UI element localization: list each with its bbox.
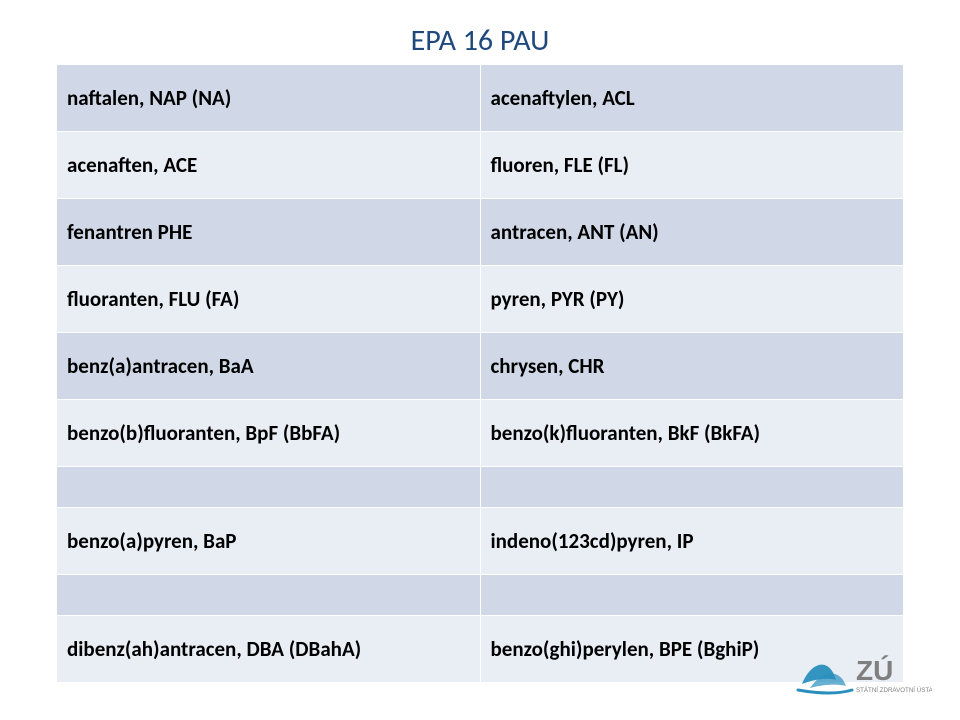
cell-left: benzo(b)fluoranten, BpF (BbFA) [57, 400, 481, 467]
slide-title: EPA 16 PAU [0, 22, 960, 59]
logo-subtitle-text: STÁTNÍ ZDRAVOTNÍ ÚSTAV [856, 687, 932, 694]
cell-empty [57, 467, 481, 508]
cell-right: indeno(123cd)pyren, IP [480, 508, 904, 575]
cell-right: fluoren, FLE (FL) [480, 132, 904, 199]
logo-icon: ZÚ STÁTNÍ ZDRAVOTNÍ ÚSTAV [792, 640, 932, 706]
cell-right: benzo(k)fluoranten, BkF (BkFA) [480, 400, 904, 467]
table-row: benzo(b)fluoranten, BpF (BbFA) benzo(k)f… [57, 400, 904, 467]
cell-right: chrysen, CHR [480, 333, 904, 400]
cell-right: acenaftylen, ACL [480, 65, 904, 132]
table-row: fluoranten, FLU (FA) pyren, PYR (PY) [57, 266, 904, 333]
cell-left: fenantren PHE [57, 199, 481, 266]
table-row: benz(a)antracen, BaA chrysen, CHR [57, 333, 904, 400]
table-row-spacer [57, 575, 904, 616]
pau-table: naftalen, NAP (NA) acenaftylen, ACL acen… [56, 64, 904, 683]
cell-left: acenaften, ACE [57, 132, 481, 199]
logo: ZÚ STÁTNÍ ZDRAVOTNÍ ÚSTAV [792, 640, 932, 706]
cell-left: fluoranten, FLU (FA) [57, 266, 481, 333]
cell-left: naftalen, NAP (NA) [57, 65, 481, 132]
table-row: dibenz(ah)antracen, DBA (DBahA) benzo(gh… [57, 616, 904, 683]
table-row-spacer [57, 467, 904, 508]
table-row: benzo(a)pyren, BaP indeno(123cd)pyren, I… [57, 508, 904, 575]
cell-empty [57, 575, 481, 616]
cell-empty [480, 575, 904, 616]
cell-empty [480, 467, 904, 508]
logo-brand-text: ZÚ [856, 655, 893, 686]
cell-left: benzo(a)pyren, BaP [57, 508, 481, 575]
cell-left: dibenz(ah)antracen, DBA (DBahA) [57, 616, 481, 683]
table-row: naftalen, NAP (NA) acenaftylen, ACL [57, 65, 904, 132]
cell-left: benz(a)antracen, BaA [57, 333, 481, 400]
table-row: fenantren PHE antracen, ANT (AN) [57, 199, 904, 266]
slide: EPA 16 PAU naftalen, NAP (NA) acenaftyle… [0, 0, 960, 720]
pau-table-body: naftalen, NAP (NA) acenaftylen, ACL acen… [57, 65, 904, 683]
cell-right: pyren, PYR (PY) [480, 266, 904, 333]
cell-right: antracen, ANT (AN) [480, 199, 904, 266]
table-row: acenaften, ACE fluoren, FLE (FL) [57, 132, 904, 199]
